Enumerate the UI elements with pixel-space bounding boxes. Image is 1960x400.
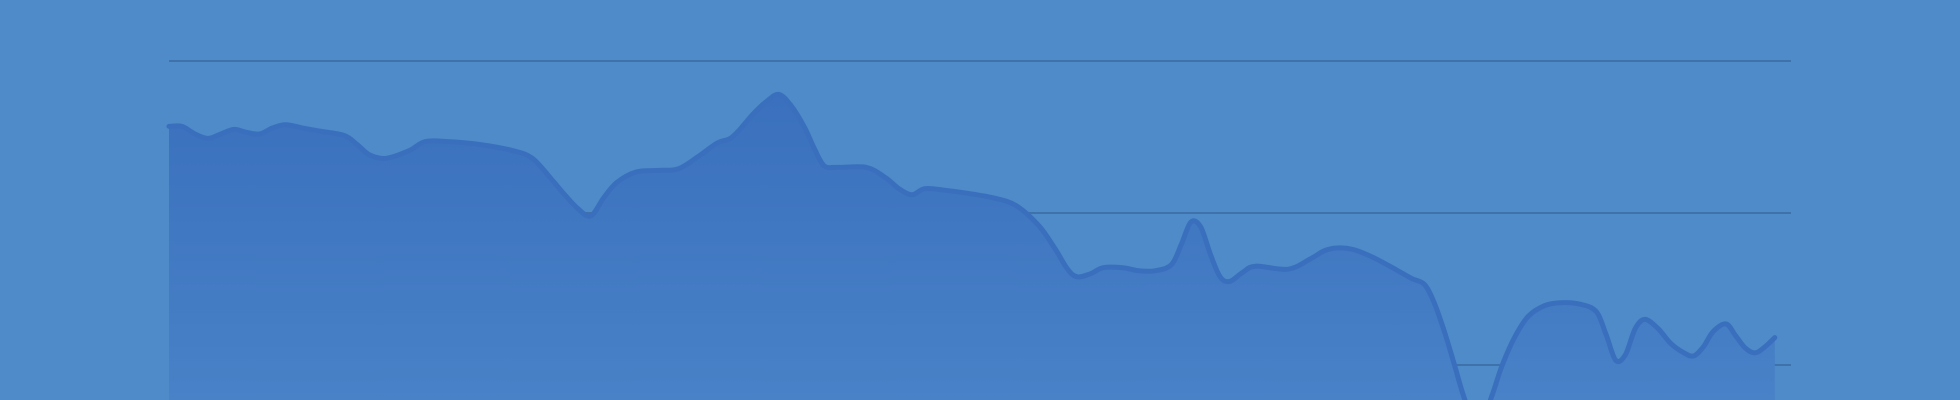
series-line bbox=[166, 91, 1778, 400]
area-fill bbox=[169, 94, 1775, 400]
